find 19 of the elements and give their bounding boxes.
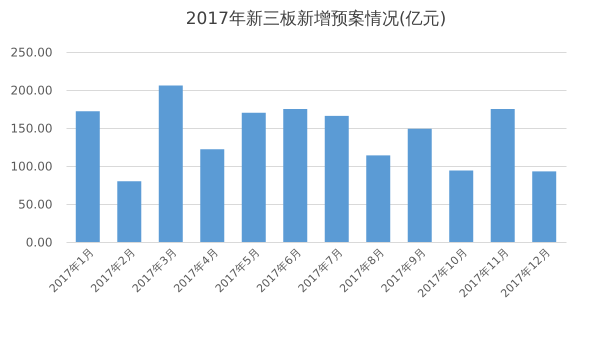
bar — [408, 128, 432, 242]
y-tick-label: 50.00 — [18, 198, 52, 212]
bar — [324, 116, 349, 242]
bar — [490, 109, 515, 242]
bar — [283, 109, 308, 242]
y-tick-label: 150.00 — [10, 122, 52, 136]
bar — [242, 112, 266, 242]
bar — [532, 171, 556, 242]
y-tick-label: 0.00 — [26, 236, 52, 250]
bar — [117, 181, 142, 242]
bar — [366, 155, 390, 242]
bar — [200, 149, 224, 242]
bar — [449, 170, 474, 242]
y-tick-label: 250.00 — [10, 46, 52, 60]
y-tick-label: 200.00 — [10, 84, 52, 98]
y-tick-label: 100.00 — [10, 160, 52, 174]
bar — [158, 85, 183, 242]
chart-title: 2017年新三板新增预案情况(亿元) — [186, 9, 446, 29]
bar — [76, 111, 100, 242]
